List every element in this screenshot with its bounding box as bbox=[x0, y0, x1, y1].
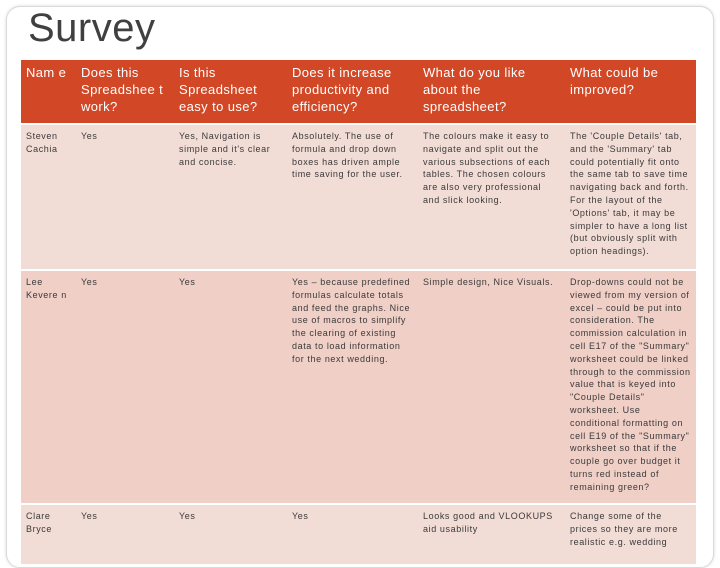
cell-likes: Looks good and VLOOKUPS aid usability bbox=[418, 503, 565, 564]
header-improve: What could be improved? bbox=[565, 60, 696, 124]
cell-easy: Yes bbox=[174, 503, 287, 564]
cell-works: Yes bbox=[76, 269, 174, 504]
header-works: Does this Spreadshee t work? bbox=[76, 60, 174, 124]
cell-easy: Yes bbox=[174, 269, 287, 504]
table-row: Lee Kevere n Yes Yes Yes – because prede… bbox=[21, 269, 696, 504]
page-title: Survey bbox=[28, 6, 156, 50]
cell-improve: Drop-downs could not be viewed from my v… bbox=[565, 269, 696, 504]
cell-productivity: Yes bbox=[287, 503, 418, 564]
cell-name: Lee Kevere n bbox=[21, 269, 76, 504]
cell-easy: Yes, Navigation is simple and it's clear… bbox=[174, 123, 287, 270]
cell-likes: The colours make it easy to navigate and… bbox=[418, 123, 565, 270]
survey-table: Nam e Does this Spreadshee t work? Is th… bbox=[21, 60, 696, 564]
header-name: Nam e bbox=[21, 60, 76, 124]
cell-works: Yes bbox=[76, 123, 174, 270]
header-productivity: Does it increase productivity and effici… bbox=[287, 60, 418, 124]
cell-name: Clare Bryce bbox=[21, 503, 76, 564]
cell-productivity: Absolutely. The use of formula and drop … bbox=[287, 123, 418, 270]
header-easy: Is this Spreadsheet easy to use? bbox=[174, 60, 287, 124]
cell-improve: Change some of the prices so they are mo… bbox=[565, 503, 696, 564]
cell-likes: Simple design, Nice Visuals. bbox=[418, 269, 565, 504]
header-row: Nam e Does this Spreadshee t work? Is th… bbox=[21, 60, 696, 124]
header-likes: What do you like about the spreadsheet? bbox=[418, 60, 565, 124]
table-row: Steven Cachia Yes Yes, Navigation is sim… bbox=[21, 123, 696, 270]
cell-name: Steven Cachia bbox=[21, 123, 76, 270]
table-row: Clare Bryce Yes Yes Yes Looks good and V… bbox=[21, 503, 696, 564]
cell-productivity: Yes – because predefined formulas calcul… bbox=[287, 269, 418, 504]
cell-works: Yes bbox=[76, 503, 174, 564]
cell-improve: The 'Couple Details' tab, and the 'Summa… bbox=[565, 123, 696, 270]
